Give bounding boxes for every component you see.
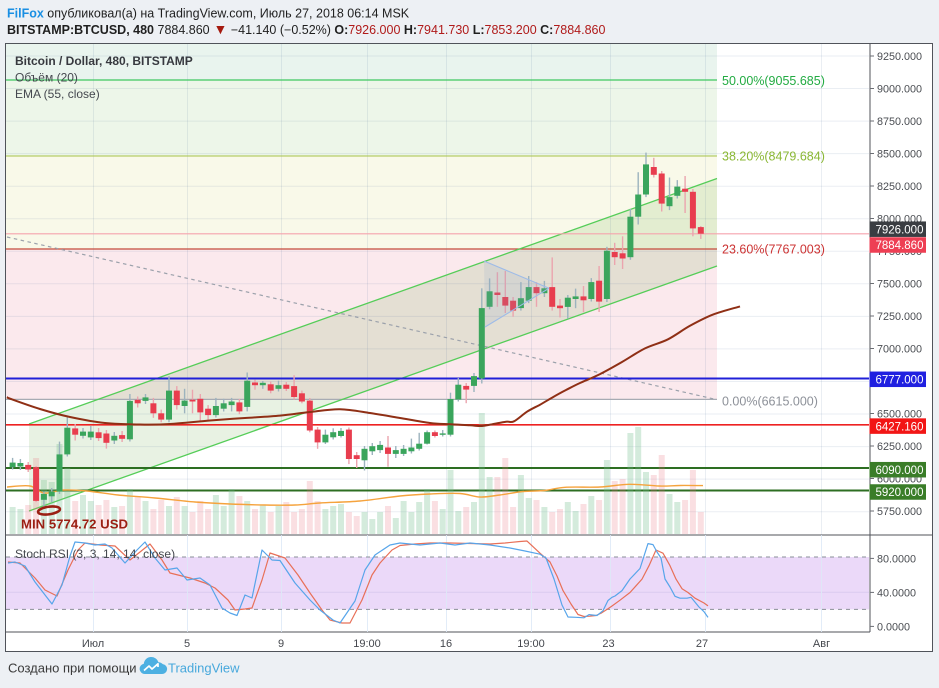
svg-text:7926.000: 7926.000: [876, 224, 924, 236]
svg-text:6250.000: 6250.000: [877, 441, 922, 453]
svg-text:6777.000: 6777.000: [876, 375, 924, 387]
svg-text:EMA (55, close): EMA (55, close): [15, 87, 100, 101]
svg-text:5: 5: [184, 638, 190, 650]
svg-text:23: 23: [602, 638, 614, 650]
svg-text:TradingView: TradingView: [168, 661, 240, 676]
svg-text:Создано при помощи: Создано при помощи: [8, 661, 137, 676]
svg-text:9: 9: [278, 638, 284, 650]
svg-text:Авг: Авг: [813, 638, 830, 650]
svg-text:0.00%(6615.000): 0.00%(6615.000): [722, 395, 818, 409]
svg-text:Bitcoin / Dollar, 480, BITSTAM: Bitcoin / Dollar, 480, BITSTAMP: [15, 54, 193, 68]
svg-text:6427.160: 6427.160: [876, 421, 924, 433]
svg-text:8750.000: 8750.000: [877, 116, 922, 128]
svg-text:9250.000: 9250.000: [877, 51, 922, 63]
svg-text:7000.000: 7000.000: [877, 344, 922, 356]
svg-text:40.0000: 40.0000: [877, 587, 916, 599]
svg-text:16: 16: [440, 638, 452, 650]
svg-text:6090.000: 6090.000: [876, 465, 924, 477]
svg-text:5920.000: 5920.000: [876, 487, 924, 499]
svg-text:7884.860: 7884.860: [876, 240, 924, 252]
svg-text:8500.000: 8500.000: [877, 149, 922, 161]
svg-text:38.20%(8479.684): 38.20%(8479.684): [722, 150, 825, 164]
svg-text:5750.000: 5750.000: [877, 506, 922, 518]
svg-text:9000.000: 9000.000: [877, 84, 922, 96]
svg-text:50.00%(9055.685): 50.00%(9055.685): [722, 74, 825, 88]
svg-text:8250.000: 8250.000: [877, 181, 922, 193]
svg-text:23.60%(7767.003): 23.60%(7767.003): [722, 243, 825, 257]
svg-text:7250.000: 7250.000: [877, 311, 922, 323]
svg-text:FilFox опубликовал(а) на Tradi: FilFox опубликовал(а) на TradingView.com…: [7, 7, 410, 21]
svg-text:Stoch RSI (3, 3, 14, 14, close: Stoch RSI (3, 3, 14, 14, close): [15, 547, 175, 561]
svg-text:Объём (20): Объём (20): [15, 71, 78, 85]
svg-text:Июл: Июл: [82, 638, 104, 650]
svg-text:19:00: 19:00: [517, 638, 545, 650]
svg-text:MIN 5774.72 USD: MIN 5774.72 USD: [21, 517, 128, 532]
svg-text:27: 27: [696, 638, 708, 650]
svg-text:7500.000: 7500.000: [877, 279, 922, 291]
svg-text:6500.000: 6500.000: [877, 409, 922, 421]
svg-text:BITSTAMP:BTCUSD, 480 7884.860: BITSTAMP:BTCUSD, 480 7884.860 ▼ −41.140 …: [7, 21, 606, 37]
svg-text:0.0000: 0.0000: [877, 621, 910, 633]
svg-text:80.0000: 80.0000: [877, 553, 916, 565]
svg-text:19:00: 19:00: [353, 638, 381, 650]
